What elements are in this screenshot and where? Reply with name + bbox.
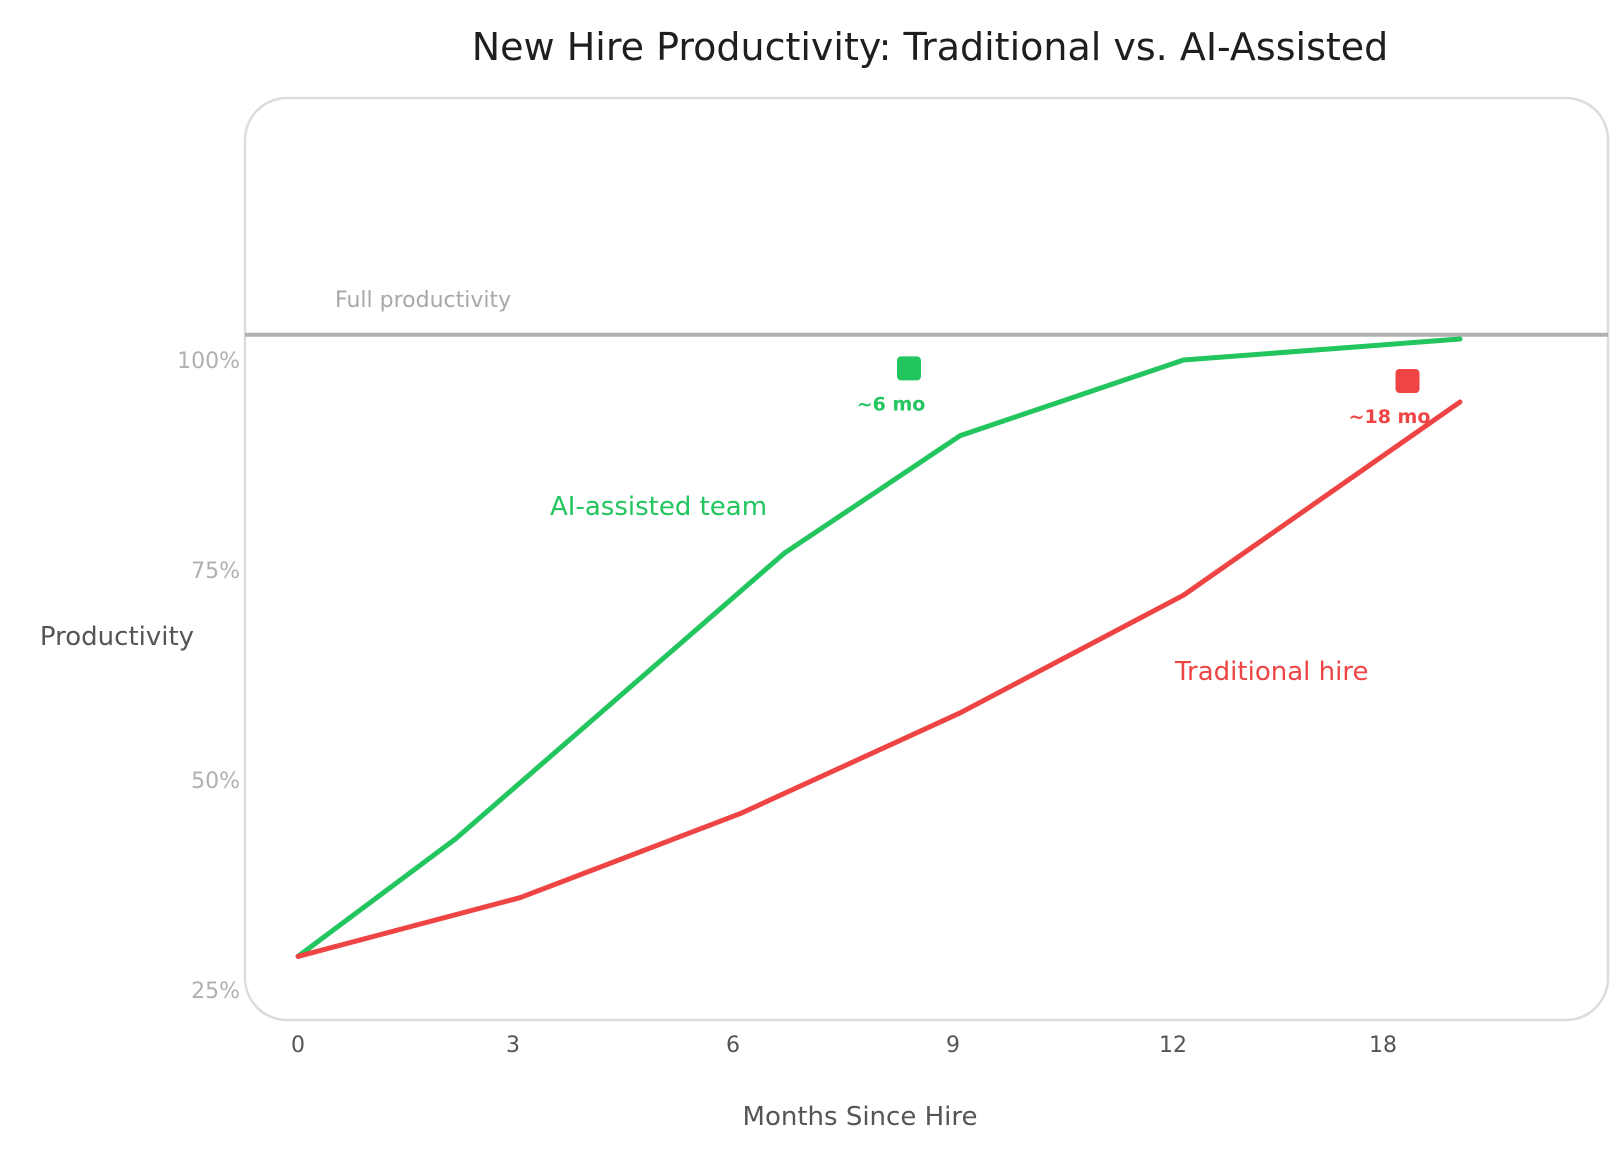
y-tick-label: 100% — [177, 349, 240, 374]
plot-frame — [243, 96, 1610, 1022]
series-line-ai-assisted — [295, 336, 1463, 959]
y-axis-label: Productivity — [40, 622, 194, 652]
series-line-traditional — [295, 399, 1463, 959]
milestone-label: ~6 mo — [857, 393, 926, 415]
series-label-traditional: Traditional hire — [1174, 657, 1368, 687]
x-tick-label: 12 — [1159, 1033, 1187, 1058]
full-productivity-label: Full productivity — [335, 288, 511, 313]
x-tick-label: 18 — [1369, 1033, 1397, 1058]
y-axis-ticks: 25% 50% 75% 100% — [177, 349, 240, 1004]
x-tick-label: 0 — [291, 1033, 305, 1058]
milestone-marker — [1395, 369, 1420, 393]
x-axis-label: Months Since Hire — [743, 1102, 978, 1132]
x-tick-label: 3 — [506, 1033, 520, 1058]
series-label-ai: AI-assisted team — [550, 492, 767, 522]
marker-layer: ~6 mo ~18 mo — [857, 356, 1431, 428]
x-tick-label: 9 — [946, 1033, 960, 1058]
milestone-marker — [897, 356, 921, 381]
y-tick-label: 75% — [191, 559, 240, 584]
y-tick-label: 50% — [191, 769, 240, 794]
chart-title: New Hire Productivity: Traditional vs. A… — [472, 25, 1389, 69]
x-tick-label: 6 — [726, 1033, 740, 1058]
x-axis-ticks: 0 3 6 9 12 18 — [291, 1033, 1397, 1058]
milestone-label: ~18 mo — [1349, 406, 1431, 428]
y-tick-label: 25% — [191, 979, 240, 1004]
series-layer — [295, 336, 1463, 959]
